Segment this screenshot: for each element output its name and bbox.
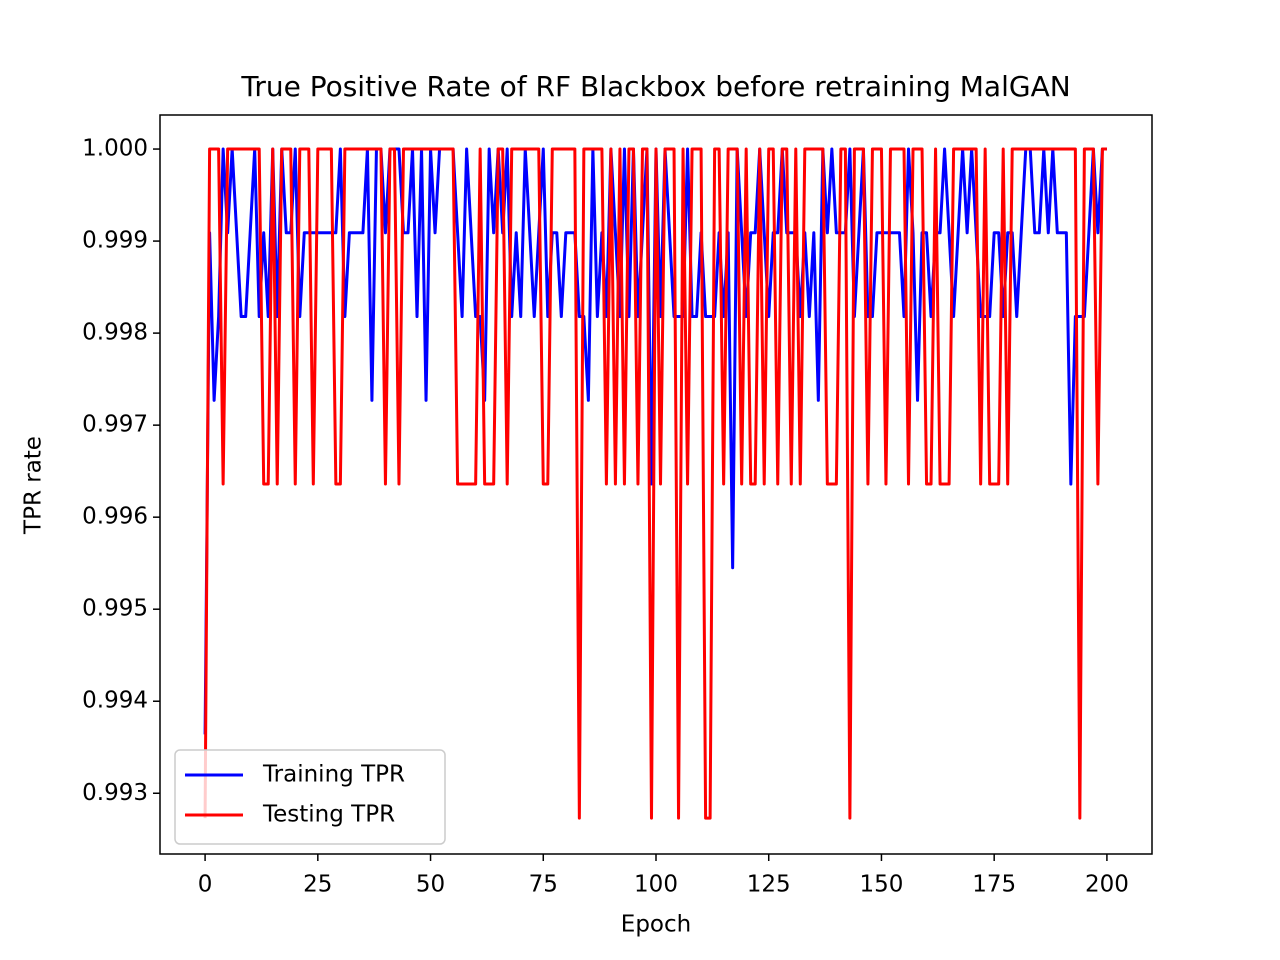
legend-label: Training TPR <box>262 762 405 788</box>
y-tick-label: 0.993 <box>82 780 148 806</box>
chart-title: True Positive Rate of RF Blackbox before… <box>240 70 1070 103</box>
x-tick-label: 100 <box>634 872 678 898</box>
y-tick-label: 0.994 <box>82 688 148 714</box>
x-axis-label: Epoch <box>621 912 691 938</box>
y-tick-label: 0.996 <box>82 504 148 530</box>
legend-label: Testing TPR <box>262 802 395 828</box>
x-tick-label: 200 <box>1085 872 1129 898</box>
x-tick-label: 0 <box>198 872 213 898</box>
y-tick-label: 0.999 <box>82 228 148 254</box>
x-tick-label: 125 <box>747 872 791 898</box>
y-tick-label: 1.000 <box>82 136 148 162</box>
x-tick-label: 150 <box>860 872 904 898</box>
plot-frame <box>159 114 1153 855</box>
y-axis-label: TPR rate <box>21 436 47 535</box>
x-tick-label: 25 <box>303 872 332 898</box>
x-tick-label: 75 <box>529 872 558 898</box>
series-line <box>203 147 1107 820</box>
y-tick-label: 0.995 <box>82 596 148 622</box>
y-tick-label: 0.997 <box>82 412 148 438</box>
y-tick-label: 0.998 <box>82 320 148 346</box>
x-tick-label: 175 <box>972 872 1016 898</box>
x-tick-label: 50 <box>416 872 445 898</box>
